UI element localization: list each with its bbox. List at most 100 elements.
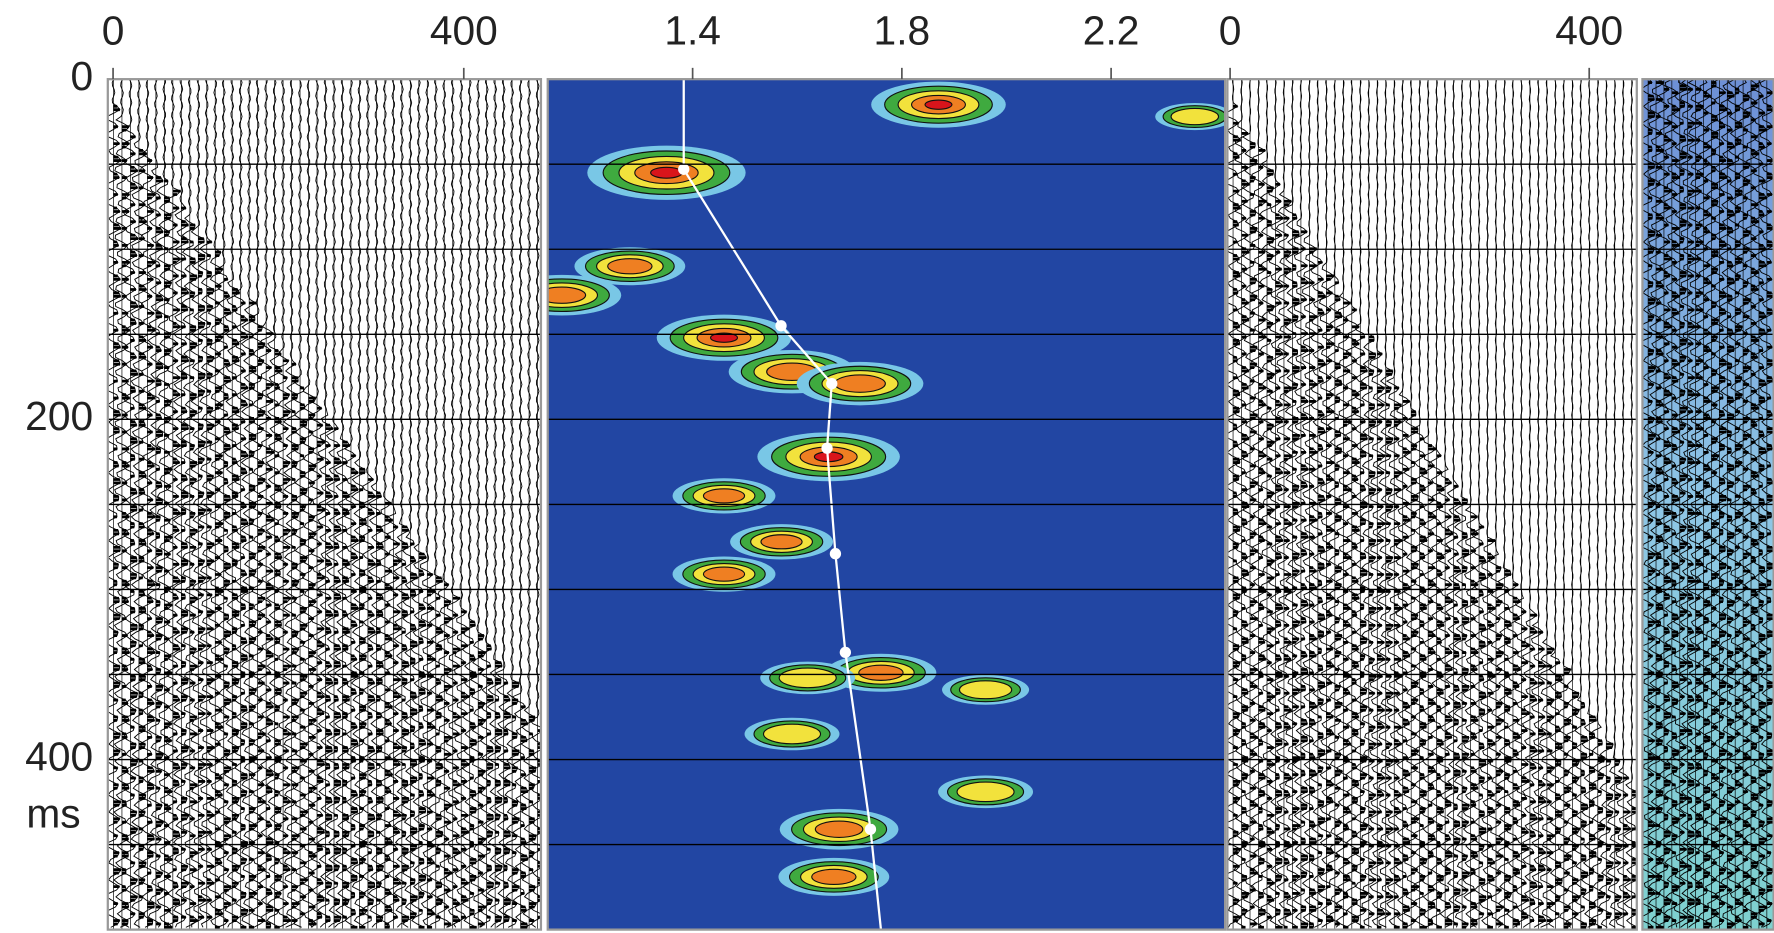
- x-tick-label: 2.2: [1083, 8, 1140, 54]
- semblance-contour: [650, 166, 683, 179]
- trace: [1462, 79, 1479, 928]
- trace: [1266, 79, 1285, 928]
- trace-fill: [1292, 213, 1301, 929]
- trace-fill: [1351, 308, 1360, 922]
- trace-fill: [113, 104, 122, 926]
- trace: [1572, 79, 1589, 928]
- trace-fill: [1479, 525, 1487, 916]
- trace: [1334, 79, 1352, 928]
- velocity-pick: [821, 442, 833, 454]
- semblance-contour: [811, 868, 857, 886]
- x-tick-label: 1.8: [874, 8, 931, 54]
- trace-fill: [1679, 84, 1688, 919]
- y-tick-label: 400: [25, 733, 93, 779]
- semblance-contour: [702, 566, 746, 582]
- trace: [1513, 79, 1531, 928]
- trace-fill: [1597, 739, 1606, 929]
- trace-fill: [1266, 169, 1275, 919]
- trace: [1546, 79, 1563, 928]
- trace: [469, 79, 487, 928]
- trace: [1249, 79, 1268, 928]
- trace: [1419, 79, 1437, 928]
- trace: [419, 79, 436, 928]
- trace-fill: [1555, 661, 1563, 916]
- x-tick-label: 400: [1555, 8, 1623, 54]
- trace: [512, 79, 529, 928]
- trace: [207, 79, 224, 928]
- trace-fill: [503, 681, 511, 922]
- x-tick-label: 400: [430, 8, 498, 54]
- trace: [1377, 79, 1395, 928]
- trace-fill: [1283, 199, 1292, 929]
- velocity-pick: [678, 163, 690, 175]
- panel-frame: [106, 78, 543, 931]
- x-tick-label: 0: [102, 8, 125, 54]
- trace-fill: [1711, 81, 1720, 916]
- velocity-pick: [864, 823, 877, 835]
- trace-fill: [1631, 790, 1637, 929]
- trace-fill: [367, 478, 376, 919]
- trace-fill: [1572, 691, 1581, 916]
- trace: [1597, 79, 1614, 928]
- semblance-contour: [702, 488, 746, 504]
- trace: [1504, 79, 1522, 928]
- trace: [1360, 79, 1378, 928]
- trace: [1718, 79, 1736, 928]
- semblance-contour: [607, 258, 653, 275]
- trace-fill: [1385, 369, 1394, 916]
- trace: [528, 79, 541, 928]
- trace-fill: [418, 552, 427, 929]
- trace: [1411, 79, 1428, 928]
- trace-fill: [189, 223, 198, 922]
- trace-fill: [520, 705, 528, 929]
- trace: [1623, 79, 1637, 928]
- semblance-contour: [956, 781, 1015, 803]
- trace-fill: [469, 620, 477, 929]
- trace-fill: [1687, 87, 1696, 922]
- semblance-contour: [814, 820, 864, 838]
- trace: [147, 79, 165, 928]
- trace-fill: [1589, 715, 1597, 926]
- trace-fill: [1529, 613, 1538, 922]
- trace-fill: [401, 525, 409, 922]
- trace: [410, 79, 427, 928]
- velocity-pick: [775, 320, 787, 332]
- trace-fill: [333, 427, 342, 922]
- trace: [1580, 79, 1598, 928]
- trace: [1385, 79, 1403, 928]
- semblance-contour: [924, 99, 953, 110]
- trace: [1369, 79, 1386, 928]
- trace-fill: [240, 301, 249, 929]
- trace: [452, 79, 470, 928]
- trace: [189, 79, 207, 928]
- trace: [1487, 79, 1505, 928]
- trace: [1589, 79, 1606, 928]
- trace-fill: [155, 176, 164, 926]
- trace-fill: [444, 583, 453, 926]
- trace-fill: [393, 525, 402, 919]
- trace-fill: [1470, 515, 1479, 926]
- trace: [1470, 79, 1487, 928]
- y-axis-label: ms: [26, 790, 80, 836]
- trace-fill: [223, 277, 232, 922]
- trace: [401, 79, 419, 928]
- trace-fill: [1538, 630, 1547, 922]
- trace-fill: [478, 634, 486, 926]
- semblance-contour: [762, 723, 822, 745]
- trace: [1606, 79, 1624, 928]
- trace-fill: [1719, 91, 1728, 922]
- trace-fill: [130, 135, 138, 916]
- trace-fill: [1766, 91, 1774, 922]
- trace: [436, 79, 453, 928]
- trace-fill: [1580, 702, 1588, 929]
- y-tick-label: 0: [70, 53, 93, 99]
- trace: [1563, 79, 1581, 928]
- velocity-pick: [839, 646, 852, 659]
- trace: [198, 79, 216, 928]
- velocity-pick: [826, 377, 838, 390]
- trace-fill: [1648, 81, 1657, 929]
- trace-fill: [452, 596, 461, 922]
- trace-fill: [1368, 335, 1377, 916]
- trace-fill: [1360, 335, 1368, 929]
